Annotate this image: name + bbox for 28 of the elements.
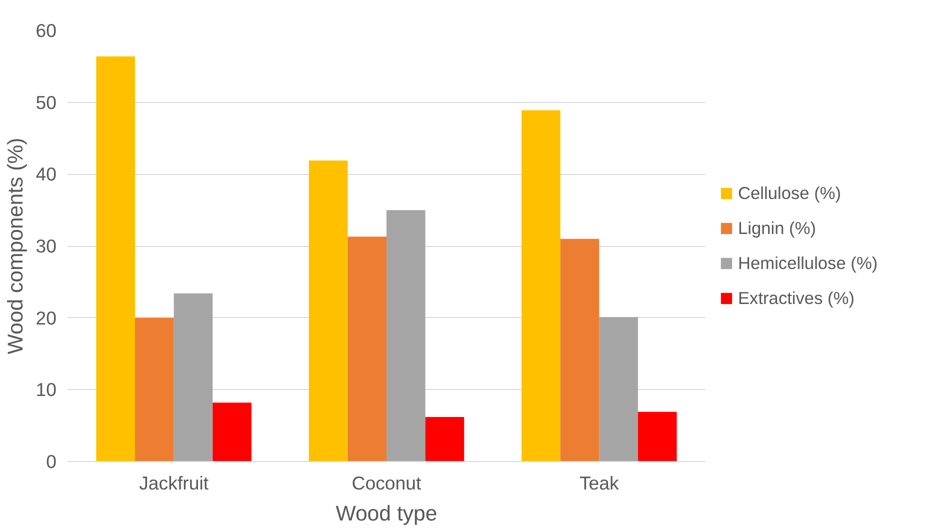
- y-tick-label: 0: [46, 451, 57, 472]
- legend-label: Extractives (%): [738, 288, 854, 308]
- legend-label: Lignin (%): [738, 218, 816, 238]
- bar: [386, 210, 426, 462]
- bar: [560, 238, 600, 462]
- y-tick-label: 60: [36, 20, 57, 41]
- legend-label: Cellulose (%): [738, 182, 842, 204]
- y-axis-title: Wood components (%): [4, 138, 28, 354]
- y-tick-label: 40: [36, 164, 57, 185]
- bar: [522, 110, 560, 462]
- y-tick-label: 30: [36, 236, 57, 256]
- bar: [308, 160, 348, 462]
- x-tick-label: Teak: [579, 472, 620, 494]
- x-axis-title: Wood type: [336, 502, 438, 526]
- bar: [599, 317, 638, 462]
- bar: [96, 56, 136, 462]
- x-tick-label: Coconut: [352, 472, 422, 494]
- bar: [174, 293, 213, 462]
- bar: [212, 402, 252, 462]
- y-tick-label: 50: [36, 92, 57, 113]
- y-tick-label: 10: [36, 379, 57, 400]
- bar: [348, 236, 386, 462]
- x-tick-label: Jackfruit: [139, 472, 210, 494]
- bar: [425, 416, 464, 462]
- bar: [135, 318, 174, 462]
- bar: [638, 412, 677, 462]
- legend-label: Hemicellulose (%): [738, 252, 878, 274]
- y-tick-label: 20: [36, 307, 57, 328]
